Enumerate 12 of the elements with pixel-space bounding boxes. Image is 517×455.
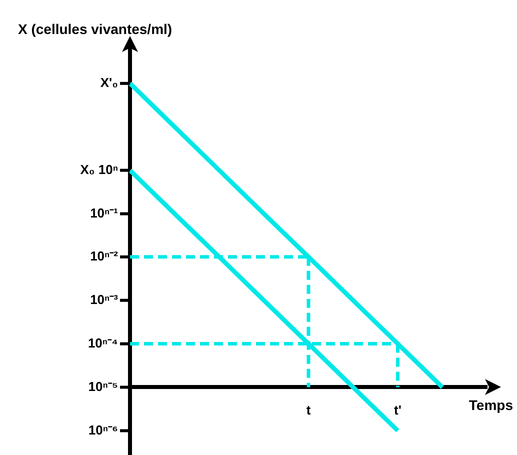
x-tick-label: t <box>306 402 312 418</box>
text: 10ⁿ⁻⁴ <box>88 335 118 350</box>
text: 10ⁿ⁻¹ <box>90 205 118 220</box>
text: 10ⁿ⁻² <box>90 248 119 264</box>
text: 10ⁿ⁻⁶ <box>88 422 118 438</box>
y-axis-title: X (cellules vivantes/ml) <box>18 20 172 37</box>
text: X₀ 10ⁿ <box>80 162 118 177</box>
x-tick-label: t' <box>394 402 402 418</box>
text: 10ⁿ⁻³ <box>90 292 119 307</box>
text: X'₀ <box>100 75 118 90</box>
x-axis-title: Temps <box>468 397 514 414</box>
text: 10ⁿ⁻⁵ <box>88 378 118 394</box>
